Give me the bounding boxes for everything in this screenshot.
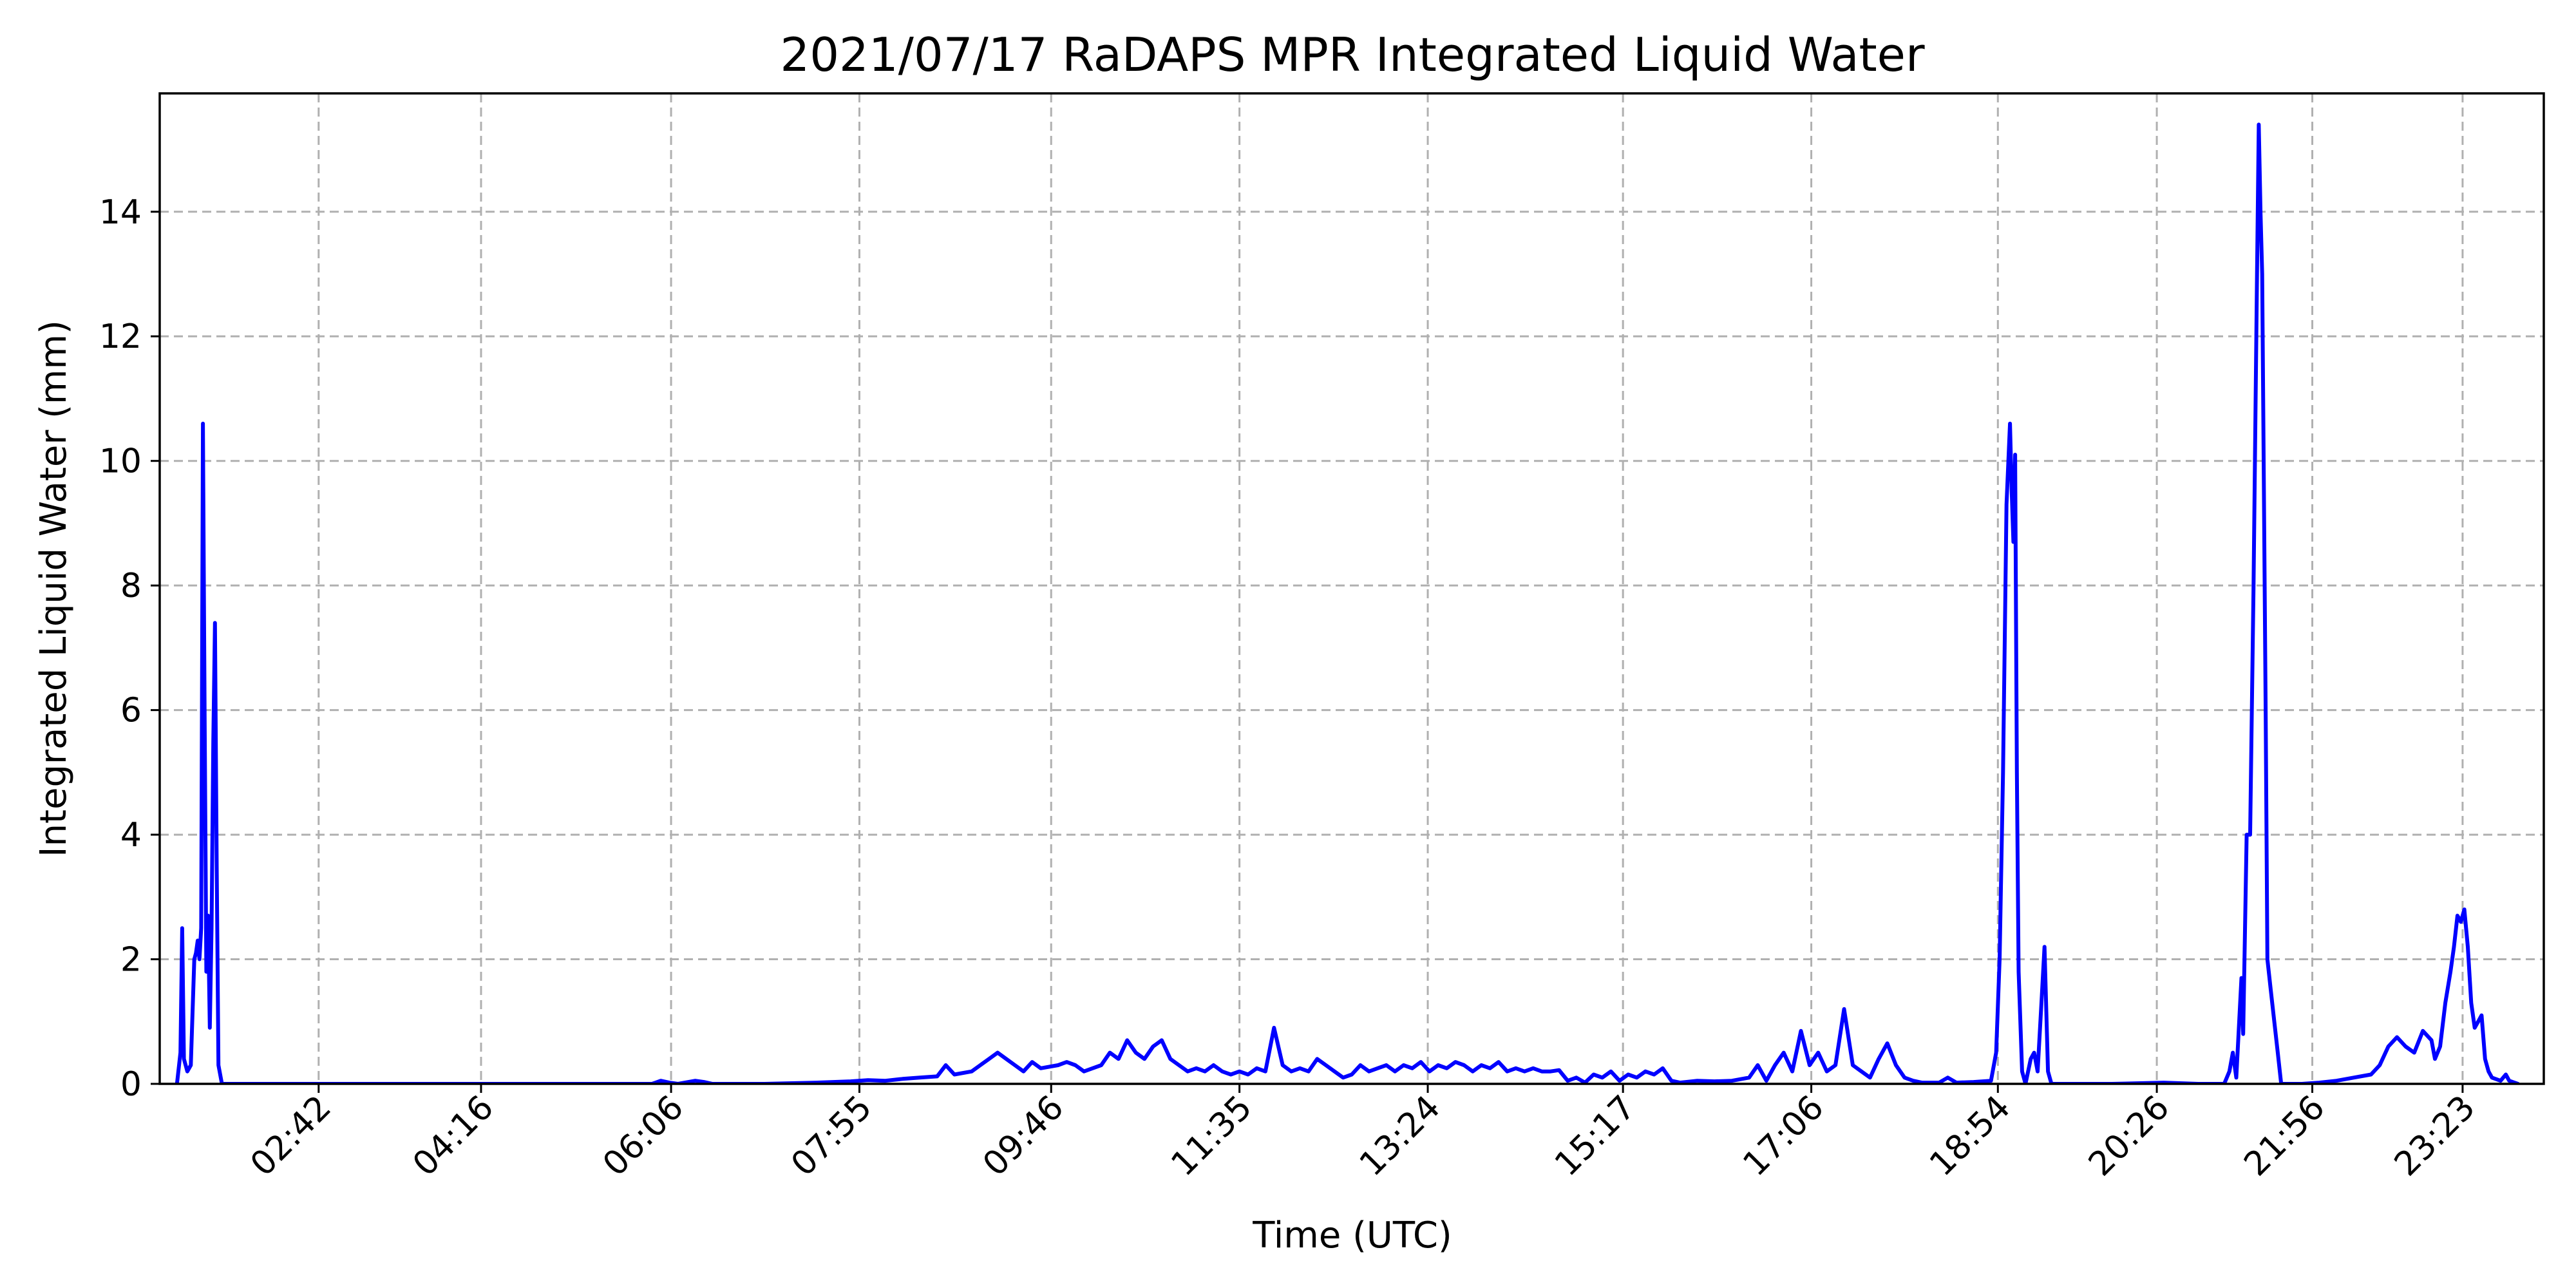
grid-layer — [160, 93, 2544, 1085]
x-axis-label: Time (UTC) — [1252, 1215, 1452, 1256]
y-tick-label: 0 — [120, 1065, 142, 1104]
plot-frame — [158, 92, 2545, 1085]
y-tick-label: 14 — [99, 193, 142, 232]
series-layer — [175, 122, 2520, 1084]
y-tick-label: 8 — [120, 567, 142, 605]
y-tick-label: 6 — [120, 692, 142, 730]
y-axis-label: Integrated Liquid Water (mm) — [33, 320, 75, 857]
chart-title: 2021/07/17 RaDAPS MPR Integrated Liquid … — [780, 28, 1925, 82]
y-tick-label: 4 — [120, 816, 142, 855]
y-tick-label: 10 — [99, 442, 142, 481]
series-line — [175, 122, 2520, 1084]
y-tick-label: 12 — [99, 317, 142, 356]
y-tick-label: 2 — [120, 941, 142, 980]
